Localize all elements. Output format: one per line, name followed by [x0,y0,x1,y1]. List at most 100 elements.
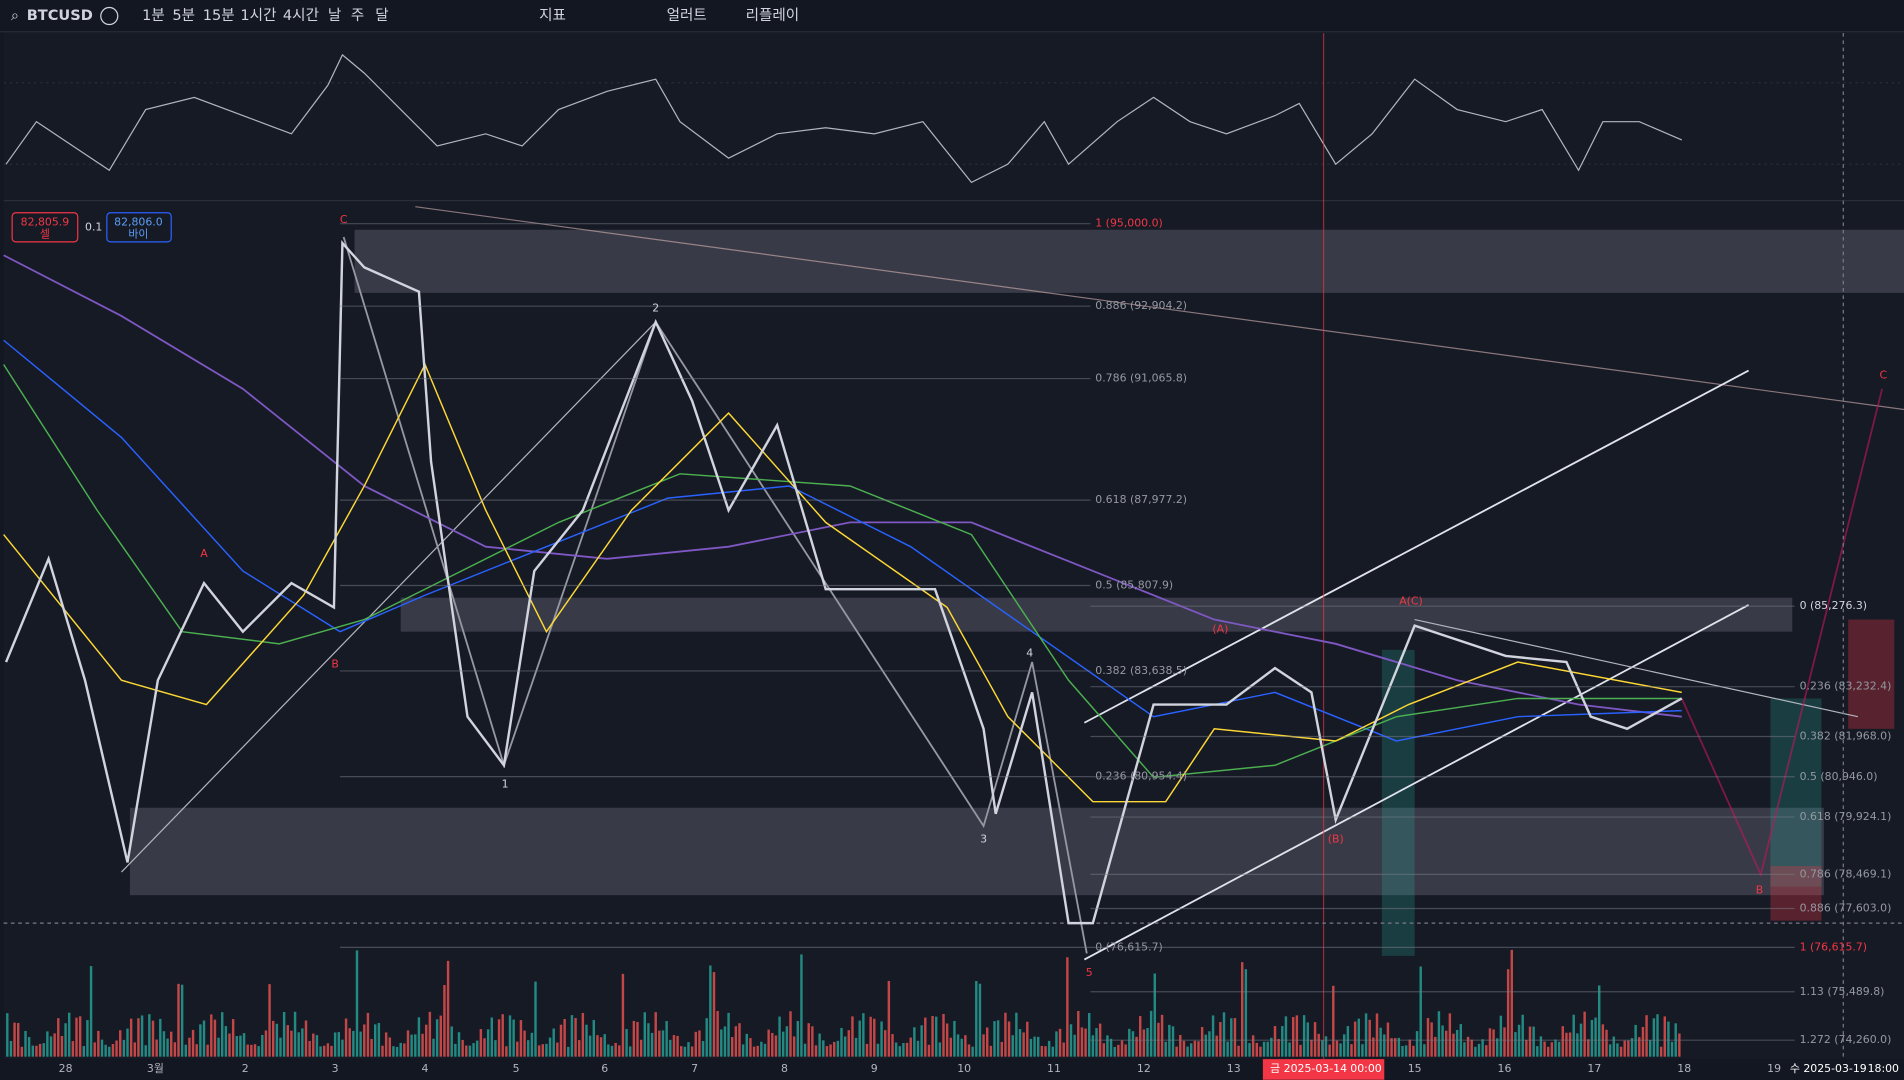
volume-bar [1102,1043,1105,1057]
volume-bar [1539,1036,1543,1057]
volume-bar [1499,1015,1503,1057]
volume-bar [46,1031,49,1057]
ma-line [3,254,1682,718]
volume-bar [486,1029,490,1057]
volume-bar [945,1023,949,1057]
volume-bar [1638,1037,1641,1057]
interval-button[interactable]: 5분 [172,7,195,24]
volume-bar [137,1018,140,1057]
volume-bar [1095,1028,1098,1057]
volume-bar [1368,1019,1371,1057]
volume-bar [1164,1041,1167,1057]
volume-bar [574,1018,577,1057]
volume-bar [264,1030,268,1057]
volume-bar [159,1018,162,1057]
volume-bar [399,1042,402,1057]
fib-label: 1 (76,615.7) [1800,940,1867,953]
volume-bar [953,1020,956,1057]
volume-bar [636,1021,639,1057]
volume-bar [352,1030,355,1057]
cursor-time-tag [1262,1059,1385,1080]
volume-bar [537,1045,541,1057]
volume-bar [1608,1044,1612,1057]
volume-bar [1656,1014,1659,1057]
volume-bar [1364,1013,1368,1057]
interval-button[interactable]: 1시간 [240,7,276,24]
volume-bar [1623,1040,1626,1057]
volume-bar [818,1033,821,1057]
volume-bar [315,1035,319,1057]
volume-bar [6,1013,9,1057]
volume-bar [931,1015,934,1057]
volume-bar [57,1018,60,1057]
volume-bar [1222,1012,1226,1057]
cursor-date: 금 2025-03-14 [1270,1062,1347,1075]
fib-label: 0.382 (83,638.5) [1095,664,1187,677]
volume-bar [1131,1031,1135,1057]
volume-bar [683,1046,687,1057]
volume-bar [468,1045,472,1057]
volume-bar [527,1040,530,1057]
volume-bar [75,1017,78,1057]
volume-bar [119,1030,122,1057]
volume-bar [1663,1016,1666,1057]
volume-bar [1343,1034,1346,1057]
volume-bar [68,1012,71,1057]
volume-bar [607,1044,610,1057]
volume-bar [330,1045,333,1057]
symbol[interactable]: BTCUSD [27,7,93,24]
interval-button[interactable]: 1분 [142,7,165,24]
position-box [1381,649,1415,956]
sell-label: 셀 [40,228,50,241]
volume-bar [89,966,93,1057]
volume-bar [1496,1038,1499,1057]
volume-bar [38,1043,42,1057]
volume-bar [363,1024,366,1057]
volume-bar [115,1040,118,1057]
last-date: 수 2025-03-19 [1790,1062,1867,1075]
volume-bar [213,1019,217,1057]
interval-button[interactable]: 주 [351,7,364,24]
interval-button[interactable]: 4시간 [283,7,319,24]
volume-bar [1328,1044,1331,1057]
volume-bar [1361,1044,1364,1057]
interval-button[interactable]: 달 [375,7,388,24]
replay-button[interactable]: 리플레이 [746,7,800,24]
volume-bar [1375,1013,1379,1057]
volume-bar [1565,1032,1568,1057]
buy-label: 바이 [128,228,148,241]
volume-bar [1503,1027,1506,1057]
volume-bar [144,1045,147,1057]
trendline [1414,618,1858,718]
volume-bar [366,1012,370,1057]
volume-bar [100,1039,104,1057]
volume-bar [720,1029,723,1057]
x-tick-label: 8 [781,1062,788,1075]
ma-line [3,339,1682,742]
volume-bar [996,1020,1000,1057]
volume-bar [1379,1027,1382,1057]
fib-label: 0.886 (92,904.2) [1095,299,1187,312]
volume-bar [956,1034,960,1057]
volume-bar [1284,1016,1288,1057]
volume-bar [690,1046,694,1057]
volume-bar [446,960,450,1057]
volume-bar [1069,1024,1073,1057]
alert-button[interactable]: 얼러트 [667,7,707,24]
volume-bar [425,1024,428,1057]
volume-bar [782,1031,785,1057]
volume-bar [1412,1045,1415,1057]
volume-bar [967,1044,971,1057]
volume-bar [1339,1043,1342,1057]
volume-bar [410,1034,413,1057]
volume-bar [599,1037,603,1057]
indicators-button[interactable]: 지표 [539,7,566,24]
volume-bar [552,1028,555,1057]
volume-bar [1204,1034,1207,1057]
interval-button[interactable]: 15분 [203,7,235,24]
volume-bar [239,1035,242,1057]
volume-bar [224,1026,228,1057]
volume-bar [319,1046,322,1057]
interval-button[interactable]: 날 [328,7,341,24]
